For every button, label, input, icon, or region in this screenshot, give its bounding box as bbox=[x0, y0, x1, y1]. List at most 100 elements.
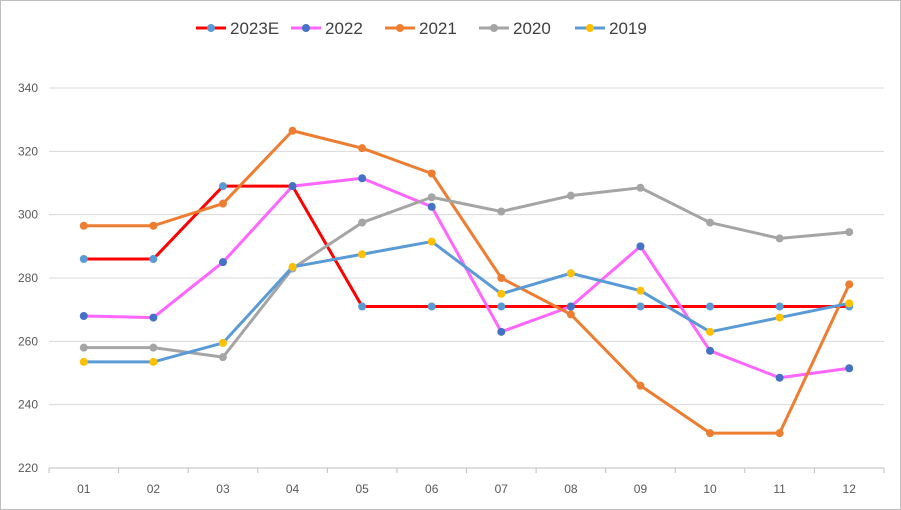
data-point bbox=[218, 199, 227, 208]
data-point bbox=[149, 255, 158, 263]
y-tick-label: 320 bbox=[18, 144, 38, 158]
data-point bbox=[636, 286, 645, 295]
x-tick-label: 08 bbox=[564, 482, 578, 496]
x-tick-label: 06 bbox=[425, 482, 439, 496]
series-2019 bbox=[79, 237, 854, 366]
legend-swatch-marker bbox=[302, 24, 310, 32]
y-axis: 220 240 260 280 300 320 340 bbox=[18, 81, 38, 475]
data-point bbox=[358, 250, 367, 259]
data-point bbox=[79, 357, 88, 366]
data-point bbox=[358, 174, 367, 183]
data-point bbox=[845, 364, 854, 373]
data-point bbox=[775, 429, 784, 438]
legend: 2023E 2022 2021 2020 2019 bbox=[196, 19, 647, 38]
legend-label: 2023E bbox=[230, 19, 279, 38]
data-point bbox=[566, 191, 575, 200]
series-line bbox=[82, 184, 851, 308]
data-point bbox=[288, 182, 297, 191]
data-point bbox=[775, 302, 784, 311]
data-point bbox=[706, 346, 715, 355]
data-point bbox=[358, 302, 367, 311]
data-point bbox=[636, 381, 645, 390]
data-point bbox=[79, 221, 88, 230]
x-tick-label: 04 bbox=[286, 482, 300, 496]
data-point bbox=[79, 343, 88, 352]
data-point bbox=[79, 255, 88, 263]
series-2020 bbox=[79, 183, 854, 362]
data-point bbox=[427, 193, 436, 202]
y-tick-label: 300 bbox=[18, 208, 38, 222]
data-point bbox=[218, 353, 227, 362]
data-point bbox=[427, 237, 436, 246]
x-tick-label: 10 bbox=[703, 482, 717, 496]
x-tick-label: 07 bbox=[495, 482, 509, 496]
data-point bbox=[706, 218, 715, 227]
data-point bbox=[566, 310, 575, 319]
data-point bbox=[497, 289, 506, 298]
x-tick-label: 05 bbox=[355, 482, 369, 496]
x-tick-label: 03 bbox=[216, 482, 230, 496]
data-point bbox=[497, 302, 506, 311]
legend-swatch-marker bbox=[396, 24, 404, 32]
data-point bbox=[358, 218, 367, 227]
data-point bbox=[149, 343, 158, 352]
x-tick-label: 01 bbox=[77, 482, 91, 496]
data-point bbox=[706, 429, 715, 438]
legend-label: 2022 bbox=[325, 19, 363, 38]
data-point bbox=[218, 338, 227, 347]
data-point bbox=[636, 242, 645, 251]
series-line bbox=[82, 186, 851, 359]
data-point bbox=[636, 183, 645, 192]
data-point bbox=[218, 258, 227, 267]
series-group bbox=[79, 126, 854, 438]
series-2023E bbox=[79, 182, 854, 311]
x-tick-label: 11 bbox=[773, 482, 786, 496]
data-point bbox=[149, 313, 158, 322]
legend-label: 2021 bbox=[419, 19, 457, 38]
legend-swatch-marker bbox=[490, 24, 498, 32]
legend-label: 2019 bbox=[609, 19, 647, 38]
data-point bbox=[775, 373, 784, 382]
data-point bbox=[845, 280, 854, 289]
data-point bbox=[149, 357, 158, 366]
data-point bbox=[149, 221, 158, 230]
data-point bbox=[775, 234, 784, 243]
data-point bbox=[427, 169, 436, 178]
data-point bbox=[706, 327, 715, 336]
y-tick-label: 340 bbox=[18, 81, 38, 95]
x-tick-label: 02 bbox=[147, 482, 161, 496]
data-point bbox=[497, 327, 506, 336]
x-tick-label: 09 bbox=[634, 482, 648, 496]
data-point bbox=[497, 274, 506, 282]
data-point bbox=[706, 302, 715, 311]
data-point bbox=[288, 262, 297, 271]
data-point bbox=[358, 144, 367, 153]
gridlines bbox=[49, 87, 884, 469]
legend-swatch-marker bbox=[207, 24, 215, 32]
y-tick-label: 240 bbox=[18, 398, 38, 412]
data-point bbox=[218, 182, 227, 191]
legend-item: 2020 bbox=[479, 19, 551, 38]
data-point bbox=[636, 302, 645, 311]
data-point bbox=[845, 299, 854, 308]
legend-item: 2021 bbox=[385, 19, 457, 38]
y-tick-label: 280 bbox=[18, 271, 38, 285]
data-point bbox=[427, 202, 436, 211]
legend-label: 2020 bbox=[513, 19, 551, 38]
data-point bbox=[497, 207, 506, 216]
series-line bbox=[82, 240, 851, 364]
legend-item: 2022 bbox=[291, 19, 363, 38]
x-tick-label: 12 bbox=[843, 482, 857, 496]
data-point bbox=[427, 302, 436, 311]
data-point bbox=[566, 269, 575, 278]
legend-item: 2023E bbox=[196, 19, 279, 38]
data-point bbox=[288, 126, 297, 135]
legend-item: 2019 bbox=[575, 19, 647, 38]
legend-swatch-marker bbox=[586, 24, 594, 32]
series-2021 bbox=[79, 126, 854, 438]
data-point bbox=[845, 228, 854, 237]
series-line bbox=[82, 129, 851, 435]
y-tick-label: 220 bbox=[18, 461, 38, 475]
